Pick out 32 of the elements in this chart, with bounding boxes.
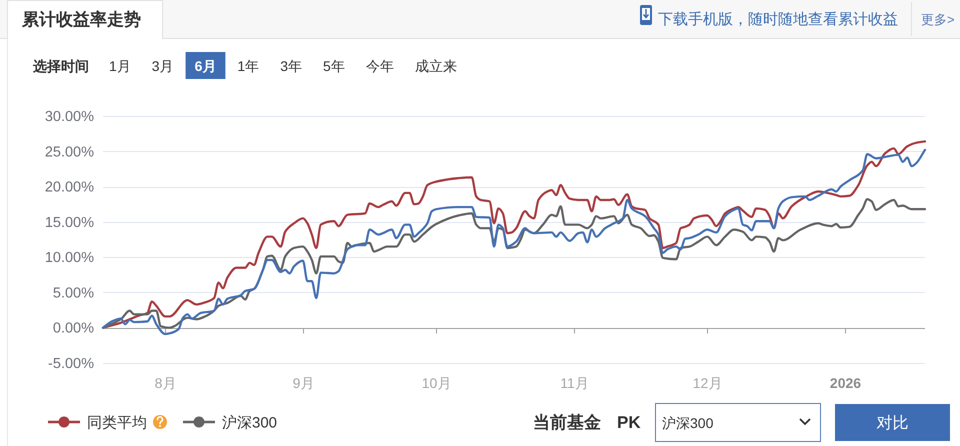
text: 当前基金 (533, 413, 601, 432)
x-tick-label: 11月 (560, 375, 589, 391)
y-tick-label: 25.00% (44, 144, 94, 160)
text: 6月 (194, 58, 216, 74)
text: 选择时间 (32, 58, 89, 74)
y-tick-label: -5.00% (48, 356, 94, 372)
text: 成立来 (414, 58, 457, 74)
text: 今年 (366, 58, 394, 74)
y-tick-label: 0.00% (52, 320, 94, 337)
x-tick-label: 12月 (692, 375, 722, 391)
x-tick-label: 9月 (292, 375, 314, 391)
y-tick-label: 15.00% (44, 214, 94, 231)
chart-title: 累计收益率走势 (21, 10, 141, 29)
text: 更多> (921, 12, 955, 27)
text: PK (617, 413, 642, 432)
x-tick-label: 8月 (154, 375, 176, 391)
text: 1年 (237, 58, 260, 74)
text: 1月 (109, 58, 131, 74)
y-tick-label: 20.00% (44, 180, 94, 196)
x-tick-label: 2026 (830, 375, 862, 391)
text: 3年 (280, 58, 302, 74)
text: 3月 (152, 58, 174, 74)
x-tick-label: 10月 (422, 375, 452, 391)
legend-label: 沪深300 (222, 414, 278, 432)
text: 下载手机版，随时随地查看累计收益 (658, 11, 898, 28)
text: 5年 (322, 58, 345, 74)
legend-label: 同类平均 (87, 414, 147, 432)
text: 对比 (876, 414, 908, 432)
y-tick-label: 10.00% (44, 250, 94, 266)
y-tick-label: 30.00% (44, 109, 94, 125)
y-tick-label: 5.00% (52, 285, 94, 302)
text: 沪深300 (662, 415, 714, 431)
